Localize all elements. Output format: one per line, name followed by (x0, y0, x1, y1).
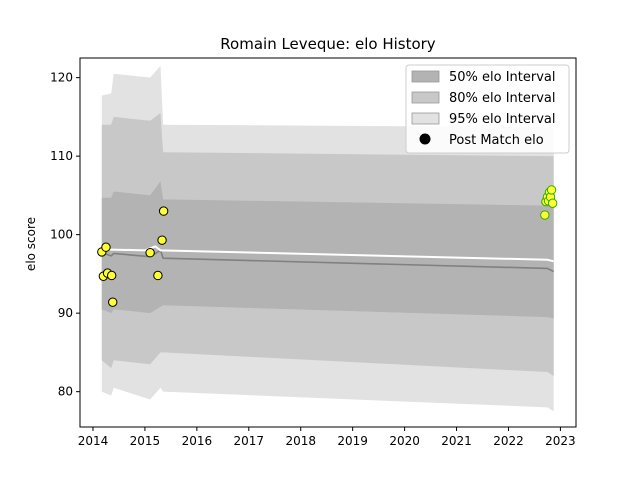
elo-estimate-line (101, 245, 554, 263)
post-match-point (158, 206, 169, 216)
legend-label-post-match-elo: Post Match elo (449, 133, 544, 148)
x-tick-label: 2019 (337, 434, 368, 448)
legend-swatch-95pct-elo-interval (411, 112, 440, 125)
legend-swatch-50pct-elo-interval (411, 70, 440, 83)
post-match-point (153, 270, 163, 281)
legend-label-50pct-elo-interval: 50% elo Interval (449, 70, 556, 85)
axes-frame (79, 57, 577, 428)
post-match-point (547, 198, 558, 208)
legend-swatch-80pct-elo-interval (411, 91, 440, 104)
y-tick-label: 120 (50, 71, 73, 85)
legend-label-80pct-elo-interval: 80% elo Interval (449, 91, 556, 106)
post-match-point (106, 270, 117, 281)
x-tick-label: 2015 (130, 434, 161, 448)
y-tick-label: 110 (50, 149, 73, 163)
x-tick-label: 2021 (441, 434, 472, 448)
legend-marker-post-match-elo (419, 133, 431, 145)
post-match-point (108, 297, 118, 307)
x-tick-label: 2016 (182, 434, 213, 448)
y-tick-label: 100 (50, 228, 73, 242)
post-match-point (540, 210, 550, 220)
axes: 2014 2015 2016 2017 2018 2019 2020 2021 2022 2023… (50, 57, 577, 448)
post-match-point (101, 242, 111, 252)
post-match-point (157, 235, 167, 245)
post-match-point (546, 185, 557, 195)
mean-elo-line (101, 249, 555, 273)
x-tick-label: 2023 (545, 434, 576, 448)
y-axis-title: elo score (24, 217, 38, 271)
legend-box (405, 64, 570, 154)
y-tick-label: 90 (58, 306, 73, 320)
band-50pct-elo-interval (101, 181, 554, 319)
legend-label-95pct-elo-interval: 95% elo Interval (449, 112, 556, 127)
x-tick-label: 2017 (234, 434, 265, 448)
y-tick-label: 80 (58, 385, 73, 399)
chart-title: Romain Leveque: elo History (220, 35, 436, 53)
x-tick-label: 2020 (389, 434, 420, 448)
x-tick-label: 2018 (285, 434, 316, 448)
legend: 50% elo Interval 80% elo Interval 95% elo … (405, 64, 570, 154)
x-tick-label: 2022 (493, 434, 524, 448)
post-match-point (145, 248, 155, 258)
x-tick-label: 2014 (78, 434, 109, 448)
